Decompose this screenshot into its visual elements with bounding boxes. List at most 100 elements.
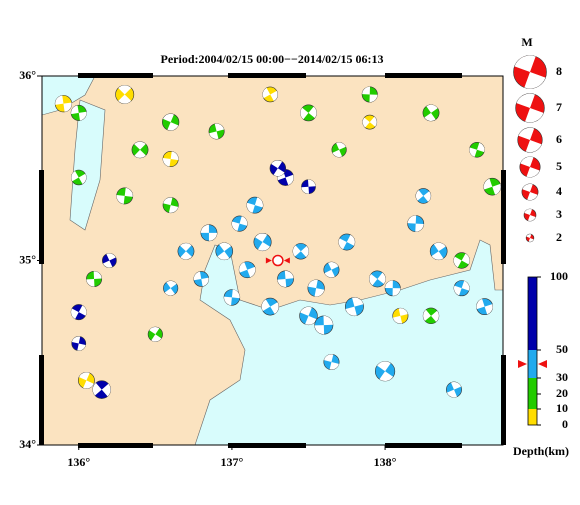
colorbar-segment: [528, 394, 537, 409]
focal-mechanism: [70, 304, 87, 321]
focal-mechanism: [223, 289, 241, 306]
ball-dilatation: [180, 243, 192, 260]
ball-dilatation: [255, 233, 270, 251]
ball-dilatation: [71, 305, 87, 319]
focal-mechanism: [422, 307, 440, 325]
focal-mechanism: [299, 306, 318, 326]
colorbar-label: 0: [562, 417, 568, 431]
focal-mechanism: [238, 261, 256, 279]
ball-dilatation: [369, 272, 386, 286]
colorbar-label: 50: [556, 342, 568, 356]
focal-mechanism: [193, 271, 210, 287]
y-tick-label: 35°: [19, 252, 36, 266]
y-tick-label: 34°: [19, 437, 36, 451]
ball-dilatation: [271, 160, 285, 177]
colorbar-segment: [528, 350, 537, 378]
ball-dilatation: [324, 354, 339, 370]
focal-mechanism: [523, 208, 537, 222]
ball-dilatation: [362, 116, 377, 128]
ball-dilatation: [514, 55, 546, 89]
ball-dilatation: [469, 142, 485, 157]
focal-mechanism: [362, 114, 378, 130]
focal-mechanism: [415, 188, 432, 204]
focal-mechanism: [208, 123, 225, 140]
ball-dilatation: [55, 95, 72, 112]
focal-mechanism: [70, 169, 87, 186]
focal-mechanism: [92, 380, 111, 399]
frame-bars: [39, 73, 506, 448]
focal-mechanism: [115, 84, 135, 104]
ball-dilatation: [277, 270, 294, 288]
focal-mechanism: [262, 86, 278, 103]
focal-mechanism: [162, 113, 180, 131]
focal-mechanism: [453, 252, 470, 269]
ball-dilatation: [239, 262, 256, 278]
focal-mechanism: [331, 142, 347, 158]
focal-mechanism: [515, 93, 545, 123]
focal-mechanism: [519, 156, 541, 178]
ball-dilatation: [118, 85, 132, 104]
focal-mechanism: [517, 127, 543, 153]
colorbar-segment: [528, 378, 537, 394]
colorbar-label: 10: [556, 401, 568, 415]
focal-mechanism: [369, 270, 386, 288]
focal-mechanism: [513, 55, 547, 89]
focal-mechanism: [231, 215, 248, 232]
depth-marker: [518, 360, 547, 368]
focal-mechanism: [253, 233, 272, 252]
ball-dilatation: [522, 183, 538, 201]
focal-mechanism: [177, 242, 195, 260]
legend-label: 2: [556, 230, 562, 244]
ball-dilatation: [292, 245, 309, 258]
x-tick-label: 136°: [67, 455, 90, 469]
ball-dilatation: [314, 315, 333, 335]
focal-mechanism: [323, 353, 340, 370]
ball-dilatation: [116, 187, 133, 204]
ball-dilatation: [200, 224, 218, 241]
focal-mechanism: [269, 160, 287, 177]
x-tick-label: 138°: [374, 455, 397, 469]
colorbar-segment: [528, 409, 537, 425]
y-tick-label: 36°: [19, 68, 36, 82]
ball-dilatation: [362, 86, 378, 103]
colorbar-segment: [528, 277, 537, 350]
focal-mechanism: [521, 183, 539, 201]
legend-label: 5: [556, 159, 562, 173]
focal-mechanism: [86, 270, 103, 287]
focal-mechanism: [147, 326, 163, 342]
focal-mechanism: [116, 187, 134, 205]
focal-mechanism: [162, 151, 179, 168]
ball-dilatation: [163, 197, 179, 213]
focal-mechanism: [453, 280, 470, 297]
legend-title: M: [521, 35, 532, 49]
ball-dilatation: [324, 262, 339, 278]
focal-mechanism: [215, 242, 234, 261]
ball-dilatation: [300, 106, 317, 120]
focal-mechanism: [384, 280, 401, 297]
focal-mechanism: [277, 270, 294, 288]
focal-mechanism: [70, 104, 87, 121]
focal-mechanism: [71, 336, 87, 351]
focal-mechanism: [323, 261, 340, 278]
ball-dilatation: [392, 308, 408, 324]
ball-dilatation: [338, 234, 355, 250]
focal-mechanism: [525, 233, 535, 243]
x-tick-label: 137°: [221, 455, 244, 469]
ball-dilatation: [164, 280, 177, 296]
legend-label: 6: [556, 132, 562, 146]
focal-mechanism: [476, 298, 494, 316]
ball-dilatation: [385, 280, 401, 296]
focal-mechanism: [307, 279, 325, 297]
legend-label: 7: [556, 100, 562, 114]
ball-dilatation: [483, 178, 501, 195]
legend-label: 4: [556, 184, 562, 198]
colorbar-label: 100: [550, 269, 568, 283]
focal-mechanism: [338, 233, 356, 251]
colorbar-label: 20: [556, 386, 568, 400]
ball-dilatation: [345, 297, 364, 316]
ball-dilatation: [516, 93, 544, 123]
focal-mechanism: [292, 243, 310, 260]
focal-mechanism: [300, 104, 317, 122]
ball-dilatation: [526, 234, 534, 242]
